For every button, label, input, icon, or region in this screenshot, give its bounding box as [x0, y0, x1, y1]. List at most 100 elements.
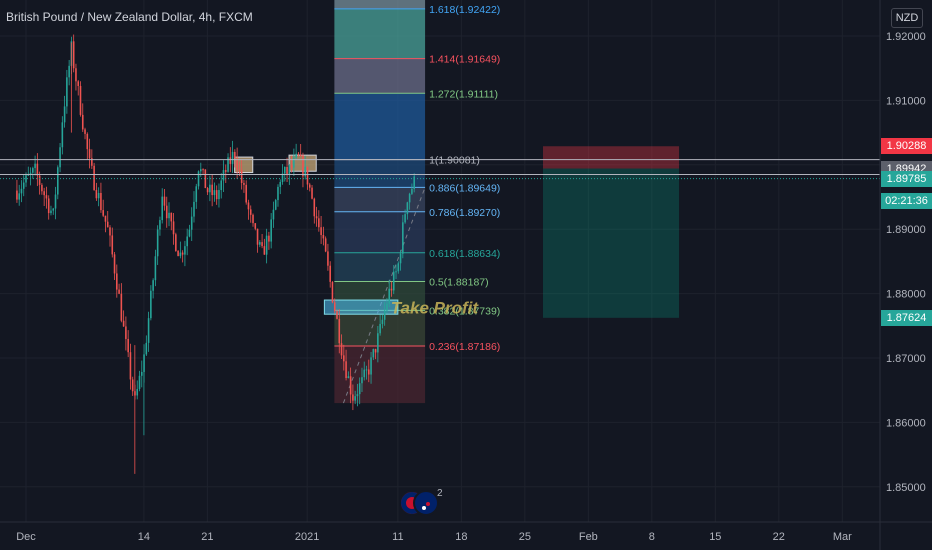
candle-body [274, 200, 277, 210]
candle-body [45, 195, 48, 199]
candle-body [413, 176, 415, 189]
candle-body [16, 190, 18, 200]
candle-body [75, 68, 77, 82]
candle-body [404, 214, 406, 223]
candle-body [343, 355, 345, 362]
candle-body [79, 85, 82, 115]
candle-body [347, 376, 350, 379]
candle-body [106, 221, 109, 228]
candle-body [304, 166, 307, 177]
short-position-tool[interactable] [542, 146, 680, 318]
x-tick-label: 22 [773, 531, 785, 543]
candle-body [333, 302, 336, 312]
candle-body [372, 349, 375, 358]
candle-body [218, 190, 220, 200]
candle-body [150, 290, 152, 319]
candle-body [147, 318, 150, 343]
x-tick-label: 21 [201, 531, 213, 543]
take-profit-zone[interactable] [542, 168, 680, 318]
events-marker[interactable]: 2 [399, 488, 445, 516]
x-tick-label: 8 [649, 531, 655, 543]
candle-body [365, 369, 368, 371]
candle-body [20, 188, 23, 194]
candle-body [95, 190, 98, 199]
candle-body [315, 216, 318, 219]
fib-level-label: 0.786(1.89270) [429, 207, 500, 219]
candle-body [154, 256, 157, 281]
fib-trend-line [342, 187, 426, 404]
candle-body [277, 186, 279, 201]
candle-body [156, 229, 159, 257]
candle-body [299, 155, 302, 157]
candle-body [111, 235, 114, 255]
candle-body [122, 320, 125, 327]
y-tick-label: 1.89000 [886, 224, 926, 236]
candle-body [252, 214, 254, 224]
candle-body [161, 196, 164, 221]
fib-level-label: 0.236(1.87186) [429, 341, 500, 353]
x-tick-label: 15 [709, 531, 721, 543]
fib-band [334, 93, 426, 160]
candle-body [145, 342, 148, 355]
candle-body [131, 379, 134, 392]
candle-body [356, 394, 359, 397]
candle-body [381, 319, 384, 324]
x-tick-label: Mar [833, 531, 852, 543]
candle-body [102, 210, 104, 216]
candle-body [281, 173, 284, 182]
candle-body [395, 271, 397, 273]
candle-body [227, 157, 229, 172]
candle-body [61, 122, 64, 148]
candle-body [263, 246, 266, 255]
candle-body [22, 182, 25, 189]
candle-body [361, 377, 363, 384]
candle-body [352, 394, 354, 401]
candle-body [367, 369, 370, 375]
candle-body [406, 202, 409, 215]
candle-body [245, 184, 247, 203]
candle-body [272, 209, 275, 220]
candle-body [66, 77, 68, 107]
y-tick-label: 1.86000 [886, 417, 926, 429]
x-tick-label: 14 [138, 531, 150, 543]
candle-body [399, 253, 402, 264]
candle-body [261, 242, 263, 247]
currency-badge[interactable]: NZD [891, 8, 923, 28]
fib-band [334, 8, 426, 59]
candle-body [38, 175, 41, 185]
x-tick-label: 2021 [295, 531, 319, 543]
candle-body [68, 65, 70, 78]
candle-body [84, 129, 86, 134]
y-tick-label: 1.91000 [886, 95, 926, 107]
candle-body [91, 158, 93, 166]
candle-body [313, 198, 316, 217]
fib-band [334, 58, 426, 94]
candle-body [100, 192, 102, 211]
candle-body [331, 281, 334, 303]
demand-zone[interactable] [323, 299, 399, 315]
candle-body [116, 273, 118, 290]
candle-body [358, 383, 361, 395]
fibonacci-retracement[interactable]: 1.618(1.92422) 1.414(1.91649) 1.272(1.9111… [334, 0, 500, 404]
symbol-title[interactable]: British Pound / New Zealand Dollar, 4h, … [6, 10, 253, 24]
y-tick-label: 1.87000 [886, 353, 926, 365]
horizontal-lines[interactable] [0, 159, 880, 180]
fib-band [334, 252, 426, 282]
candle-body [402, 222, 404, 254]
candle-body [202, 169, 204, 171]
candle-body [120, 293, 123, 321]
candle-body [86, 133, 89, 150]
candle-body [295, 153, 297, 158]
candle-body [59, 147, 61, 168]
candle-body [354, 396, 356, 401]
candle-body [349, 376, 352, 395]
candle-body [138, 375, 141, 389]
stop-loss-zone[interactable] [542, 146, 680, 169]
fib-level-label: 1(1.90081) [429, 155, 480, 167]
candle-body [340, 343, 343, 356]
candle-body [127, 338, 129, 353]
candle-body [43, 191, 45, 196]
candle-body [34, 163, 36, 169]
candle-body [209, 184, 211, 193]
